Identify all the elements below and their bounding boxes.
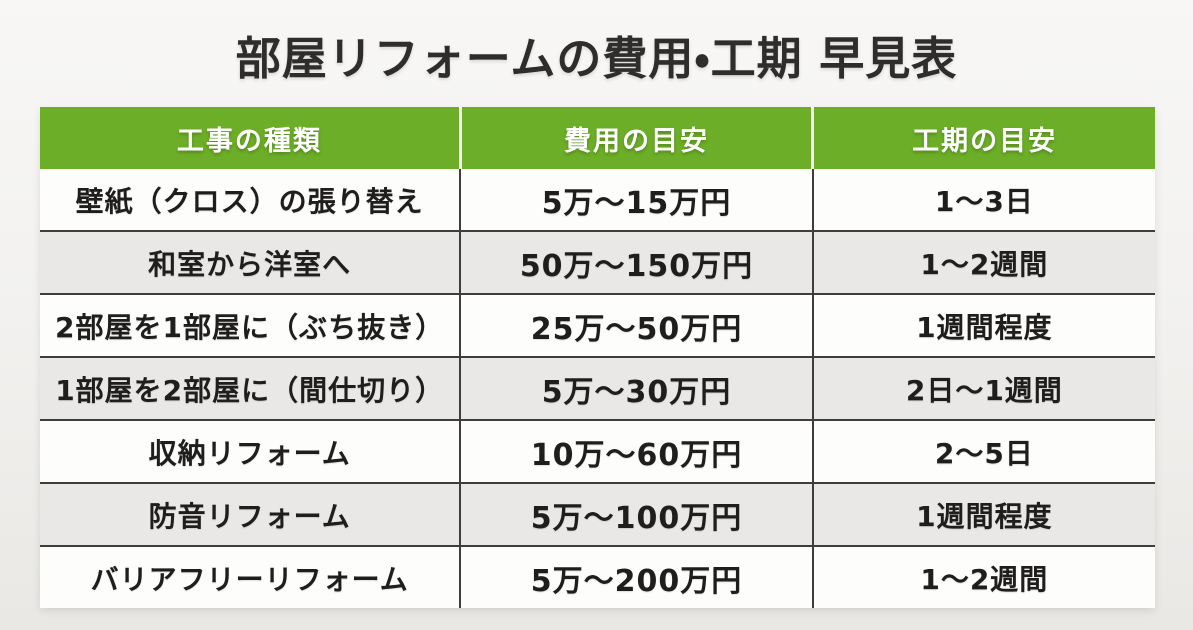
cell-cost: 5万〜100万円	[460, 482, 814, 546]
cell-period: 2〜5日	[812, 419, 1155, 483]
header-row: 工事の種類 費用の目安 工期の目安	[40, 107, 1155, 169]
table-body: 壁紙（クロス）の張り替え 5万〜15万円 1〜3日 和室から洋室へ 50万〜150万円 1…	[40, 169, 1155, 608]
cell-period: 1〜2週間	[812, 230, 1155, 294]
cell-period: 2日〜1週間	[812, 356, 1155, 420]
cell-cost: 50万〜150万円	[460, 230, 814, 294]
table-row: 収納リフォーム 10万〜60万円 2〜5日	[40, 419, 1155, 483]
cell-work-type: 収納リフォーム	[40, 419, 462, 483]
column-header-period: 工期の目安	[812, 107, 1155, 169]
cell-period: 1〜3日	[812, 169, 1155, 231]
cell-period: 1週間程度	[812, 482, 1155, 546]
cell-cost: 10万〜60万円	[460, 419, 814, 483]
page-title: 部屋リフォームの費用・工期 早見表	[235, 32, 958, 85]
cell-cost: 5万〜200万円	[460, 545, 814, 608]
table-row: 防音リフォーム 5万〜100万円 1週間程度	[40, 482, 1155, 546]
cell-period: 1〜2週間	[812, 545, 1155, 608]
table-row: 壁紙（クロス）の張り替え 5万〜15万円 1〜3日	[40, 169, 1155, 231]
cell-cost: 5万〜15万円	[460, 169, 814, 231]
cell-work-type: 和室から洋室へ	[40, 230, 462, 294]
table-row: 1部屋を2部屋に（間仕切り） 5万〜30万円 2日〜1週間	[40, 356, 1155, 420]
table-row: バリアフリーリフォーム 5万〜200万円 1〜2週間	[40, 545, 1155, 608]
cell-period: 1週間程度	[812, 293, 1155, 357]
cell-work-type: 壁紙（クロス）の張り替え	[40, 169, 462, 231]
cell-cost: 25万〜50万円	[460, 293, 814, 357]
cell-work-type: 2部屋を1部屋に（ぶち抜き）	[40, 293, 462, 357]
cell-cost: 5万〜30万円	[460, 356, 814, 420]
table-row: 2部屋を1部屋に（ぶち抜き） 25万〜50万円 1週間程度	[40, 293, 1155, 357]
cell-work-type: バリアフリーリフォーム	[40, 545, 462, 608]
column-header-work-type: 工事の種類	[40, 107, 462, 169]
renovation-cost-table: 工事の種類 費用の目安 工期の目安 壁紙（クロス）の張り替え 5万〜15万円 1〜3…	[40, 107, 1155, 608]
cell-work-type: 1部屋を2部屋に（間仕切り）	[40, 356, 462, 420]
table-row: 和室から洋室へ 50万〜150万円 1〜2週間	[40, 230, 1155, 294]
column-header-cost: 費用の目安	[460, 107, 815, 169]
cell-work-type: 防音リフォーム	[40, 482, 462, 546]
